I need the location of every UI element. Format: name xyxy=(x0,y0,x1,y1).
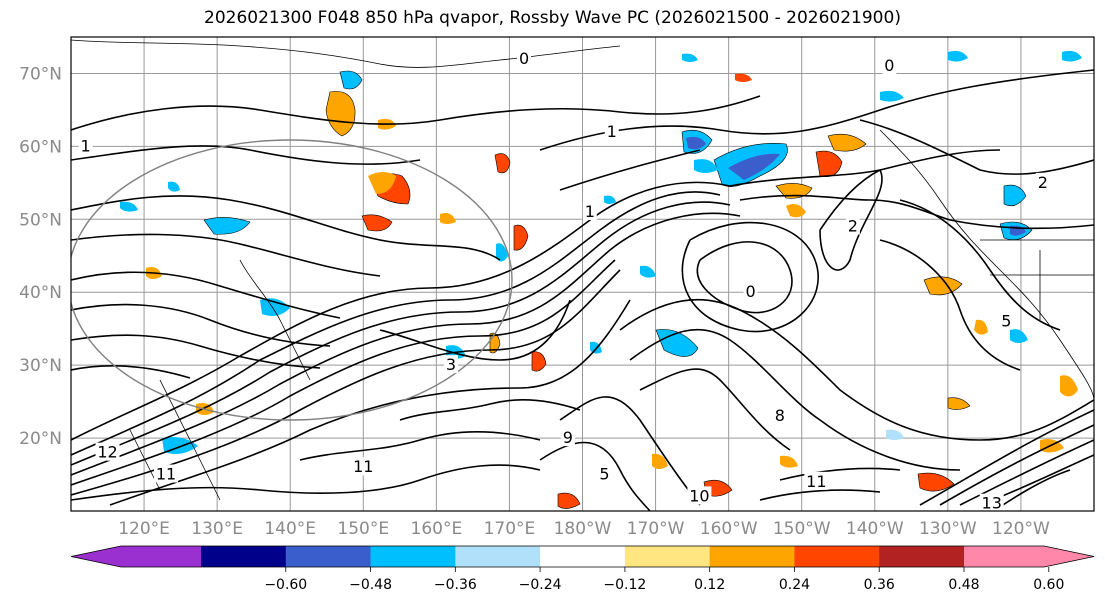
lat-tick-label: 30°N xyxy=(19,356,62,376)
contour-label-bg xyxy=(999,311,1014,330)
contour-label: 0 xyxy=(745,282,755,301)
contour-label-bg xyxy=(351,457,376,476)
contour-label-bg xyxy=(153,464,178,483)
lon-tick-label: 140°W xyxy=(846,519,904,539)
colorbar-segment xyxy=(455,546,541,567)
contour-label-bg xyxy=(443,355,458,374)
contour-label: 1 xyxy=(81,136,91,155)
contour-label-bg xyxy=(597,464,612,483)
lat-tick-label: 40°N xyxy=(19,283,62,303)
lon-tick-label: 130°W xyxy=(919,519,977,539)
contour-label-bg xyxy=(560,428,575,447)
contour-label: 3 xyxy=(446,355,456,374)
contour-label: 0 xyxy=(884,56,894,75)
colorbar-tick-label: −0.24 xyxy=(519,577,562,593)
contour-label-bg xyxy=(78,136,93,155)
contour-label-bg xyxy=(687,486,712,505)
colorbar-tick-label: 0.48 xyxy=(948,577,979,593)
colorbar-segment xyxy=(121,546,201,567)
contour-label-bg xyxy=(582,202,597,221)
lat-tick-label: 20°N xyxy=(19,429,62,449)
colorbar-tick-label: −0.60 xyxy=(264,577,307,593)
lon-tick-label: 150°E xyxy=(337,519,389,539)
contour-label: 12 xyxy=(97,443,117,462)
contour-label-bg xyxy=(517,48,532,67)
lon-tick-label: 160°W xyxy=(700,519,758,539)
lat-tick-label: 50°N xyxy=(19,210,62,230)
contour-label: 0 xyxy=(519,49,529,68)
contour-label-bg xyxy=(604,121,619,140)
colorbar-tick-label: −0.12 xyxy=(603,577,646,593)
colorbar-segment xyxy=(709,546,795,567)
lon-tick-label: 180°W xyxy=(554,519,612,539)
contour-label-bg xyxy=(743,282,758,301)
colorbar-segment xyxy=(201,546,287,567)
contour-label-bg xyxy=(979,493,1004,511)
colorbar-tick-label: −0.48 xyxy=(349,577,392,593)
colorbar-segment xyxy=(964,546,1044,567)
contour-label: 5 xyxy=(1001,311,1011,330)
contour-label-bg xyxy=(95,442,120,461)
lon-tick-label: 120°W xyxy=(992,519,1050,539)
colorbar-segment xyxy=(879,546,965,567)
contour-label: 11 xyxy=(806,472,826,491)
colorbar-segment xyxy=(624,546,711,567)
contour-label-bg xyxy=(1035,172,1050,191)
contour-label-bg xyxy=(845,216,860,235)
longitude-labels: 120°E 130°E 140°E 150°E 160°E 170°E 180°W 170°W… xyxy=(118,519,1050,539)
plot-frame xyxy=(70,36,1095,512)
map-title: 2026021300 F048 850 hPa qvapor, Rossby W… xyxy=(204,8,901,28)
colorbar: −0.60 −0.48 −0.36 −0.24 −0.12 0.12 0.24 0.36 0.4… xyxy=(70,545,1095,593)
colorbar-over-triangle xyxy=(1044,546,1094,567)
lon-tick-label: 130°E xyxy=(191,519,243,539)
lon-tick-label: 150°W xyxy=(773,519,831,539)
contour-label-bg xyxy=(882,56,897,75)
contour-label-bg xyxy=(772,406,787,425)
lat-tick-label: 70°N xyxy=(19,64,62,84)
colorbar-segment xyxy=(370,546,456,567)
contour-label: 2 xyxy=(1038,173,1048,192)
contour-label: 8 xyxy=(775,406,785,425)
contour-label: 9 xyxy=(563,428,573,447)
colorbar-segment xyxy=(285,546,372,567)
contour-label-bg xyxy=(804,471,829,490)
lat-tick-label: 60°N xyxy=(19,137,62,157)
lon-tick-label: 160°E xyxy=(411,519,463,539)
contour-label: 11 xyxy=(156,465,176,484)
contour-label: 13 xyxy=(982,494,1002,513)
colorbar-segment xyxy=(794,546,880,567)
lon-tick-label: 140°E xyxy=(264,519,316,539)
colorbar-tick-label: −0.36 xyxy=(434,577,477,593)
qvapor-anomaly-shading xyxy=(120,50,1082,509)
colorbar-segment xyxy=(540,546,626,567)
colorbar-tick-label: 0.24 xyxy=(779,577,810,593)
contour-label: 1 xyxy=(585,202,595,221)
lon-tick-label: 170°W xyxy=(627,519,685,539)
contour-label: 10 xyxy=(689,486,709,505)
contour-lines xyxy=(71,69,1094,511)
colorbar-tick-label: 0.12 xyxy=(694,577,725,593)
lon-tick-label: 120°E xyxy=(118,519,170,539)
latitude-labels: 20°N 30°N 40°N 50°N 60°N 70°N xyxy=(19,64,62,449)
contour-label: 5 xyxy=(599,465,609,484)
contour-label: 11 xyxy=(353,457,373,476)
lon-tick-label: 170°E xyxy=(484,519,536,539)
colorbar-tick-label: 0.36 xyxy=(864,577,895,593)
highlight-ellipse xyxy=(71,139,513,421)
contour-label: 1 xyxy=(607,122,617,141)
contour-label: 2 xyxy=(848,217,858,236)
colorbar-under-triangle xyxy=(71,546,121,567)
colorbar-tick-label: 0.60 xyxy=(1033,577,1064,593)
colorbar-outline xyxy=(70,545,1095,568)
